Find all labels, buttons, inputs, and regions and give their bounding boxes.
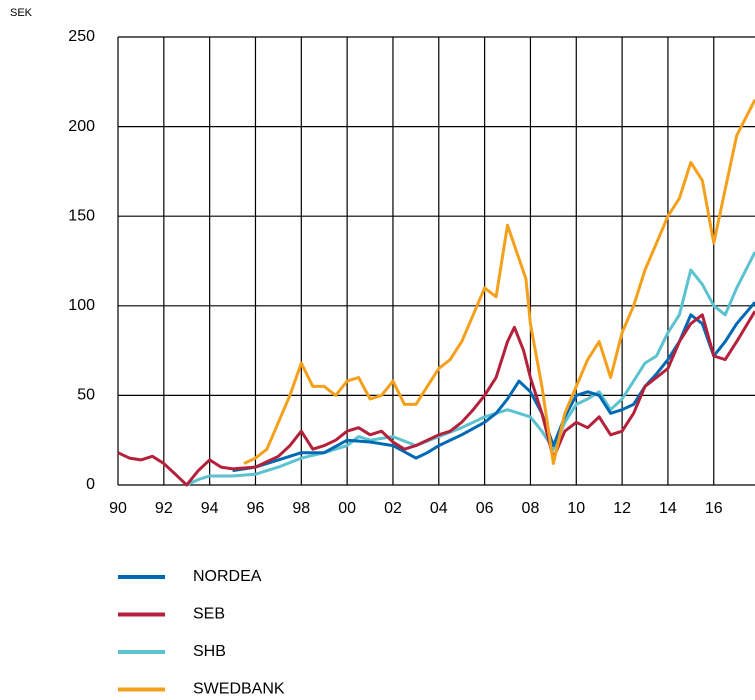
x-tick-label: 04 (430, 500, 448, 517)
series-line (186, 251, 755, 487)
x-tick-label: 92 (155, 500, 173, 517)
x-tick-label: 90 (109, 500, 127, 517)
series-line (117, 310, 755, 487)
x-tick-label: 96 (247, 500, 265, 517)
x-tick-label: 00 (338, 500, 356, 517)
x-tick-label: 02 (384, 500, 402, 517)
x-tick-label: 14 (659, 500, 677, 517)
legend-label: SEB (193, 606, 225, 623)
y-tick-label: 250 (68, 28, 95, 45)
x-tick-label: 16 (705, 500, 723, 517)
x-tick-label: 94 (201, 500, 219, 517)
y-tick-label: 200 (68, 118, 95, 135)
x-tick-label: 08 (522, 500, 540, 517)
series-line (243, 99, 755, 465)
y-tick-label: 0 (86, 476, 95, 493)
legend-label: SHB (193, 643, 226, 660)
y-axis-label: SEK (10, 7, 33, 19)
y-tick-label: 50 (77, 387, 95, 404)
legend-label: SWEDBANK (193, 681, 285, 698)
legend-label: NORDEA (193, 568, 262, 585)
x-tick-label: 10 (567, 500, 585, 517)
x-tick-label: 12 (613, 500, 631, 517)
x-tick-label: 98 (292, 500, 310, 517)
x-tick-label: 06 (476, 500, 494, 517)
y-tick-label: 150 (68, 207, 95, 224)
y-tick-label: 100 (68, 297, 95, 314)
